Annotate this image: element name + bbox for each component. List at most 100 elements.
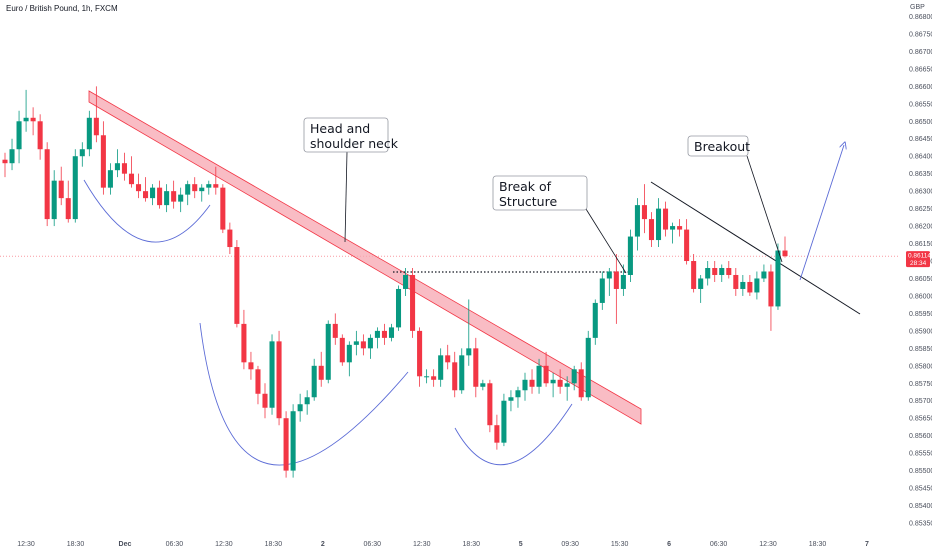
candle-body: [374, 330, 380, 338]
candle-body: [86, 117, 92, 150]
candle: [543, 351, 549, 387]
y-tick-label: 0.85600: [909, 433, 932, 440]
candle: [606, 268, 612, 296]
candle: [473, 337, 479, 398]
candle-body: [199, 187, 205, 192]
candle: [107, 163, 113, 195]
candle-body: [332, 323, 338, 338]
candle: [185, 180, 191, 206]
candle-body: [241, 323, 247, 363]
candle-body: [143, 191, 149, 199]
candle: [121, 152, 127, 181]
candle: [9, 138, 15, 171]
candle: [431, 369, 437, 387]
trendline[interactable]: [650, 181, 861, 315]
candle: [51, 170, 57, 227]
candle: [417, 327, 423, 387]
candle: [23, 89, 29, 132]
y-tick-label: 0.85400: [909, 503, 932, 510]
candle: [374, 327, 380, 349]
candle-body: [304, 397, 310, 405]
candle-body: [171, 191, 177, 202]
candle-body: [30, 117, 36, 122]
candle: [395, 285, 402, 331]
y-tick-label: 0.85650: [909, 416, 932, 423]
candle: [86, 110, 92, 157]
candle: [620, 264, 626, 296]
annotation-breakout[interactable]: Breakout: [687, 135, 783, 263]
x-tick-label: 12:30: [17, 541, 35, 548]
candle-body: [585, 337, 591, 398]
candle: [487, 379, 493, 433]
candle-body: [452, 362, 458, 391]
candle-body: [417, 330, 423, 377]
candle: [367, 334, 373, 359]
candle: [515, 386, 521, 408]
candle: [698, 274, 704, 303]
candle: [775, 243, 781, 310]
candle: [37, 114, 43, 160]
candle-body: [641, 205, 647, 220]
candle-body: [157, 187, 163, 206]
candle-body: [768, 271, 774, 307]
candle-body: [515, 390, 521, 398]
candle: [135, 173, 142, 199]
candle: [705, 261, 711, 286]
x-tick-label: 12:30: [215, 541, 233, 548]
candle: [768, 264, 774, 331]
candle-body: [23, 117, 29, 122]
candle: [346, 341, 352, 377]
candles: [2, 86, 788, 478]
y-tick-label: 0.86450: [909, 136, 932, 143]
candle: [740, 274, 746, 296]
bos-label-line1: Break of: [499, 179, 552, 194]
candle-body: [262, 393, 268, 408]
candle: [318, 351, 324, 387]
candle: [754, 271, 760, 300]
candle-body: [761, 271, 767, 279]
candle-body: [782, 250, 788, 257]
candle-body: [627, 236, 633, 275]
candle: [65, 180, 71, 223]
candle-body: [192, 184, 198, 192]
candle: [403, 268, 409, 296]
candle-body: [276, 341, 282, 419]
candle-body: [543, 365, 549, 384]
right-shoulder-curve[interactable]: [454, 403, 573, 466]
candle: [339, 334, 345, 366]
left-shoulder-curve[interactable]: [83, 179, 211, 243]
candle: [726, 261, 732, 279]
x-tick-label: 5: [519, 541, 523, 548]
annotation-neck[interactable]: Head and shoulder neck: [303, 117, 399, 243]
neck-label-line1: Head and: [310, 121, 370, 136]
candle: [388, 323, 395, 342]
candle: [178, 187, 184, 213]
candle-body: [606, 271, 612, 279]
candle: [655, 198, 662, 248]
head-curve[interactable]: [199, 322, 409, 466]
neck-label-line2: shoulder neck: [310, 136, 399, 151]
neckline-channel[interactable]: [88, 90, 642, 425]
candle-body: [255, 369, 261, 394]
candle-body: [353, 341, 359, 345]
candle-body: [388, 327, 395, 338]
candle-body: [775, 250, 781, 307]
candle-body: [325, 323, 331, 380]
candle: [79, 142, 85, 167]
candle-body: [670, 226, 676, 230]
y-tick-label: 0.86200: [909, 224, 932, 231]
candle: [599, 271, 605, 310]
y-tick-label: 0.85900: [909, 328, 932, 335]
candle: [571, 365, 577, 391]
candle-body: [65, 198, 71, 220]
y-tick-label: 0.85750: [909, 381, 932, 388]
projection-arrow[interactable]: [799, 145, 844, 281]
candle: [199, 184, 205, 202]
annotation-break-of-structure[interactable]: Break of Structure: [492, 175, 627, 274]
candle: [733, 268, 739, 296]
y-tick-label: 0.86350: [909, 171, 932, 178]
candle-body: [480, 383, 486, 387]
candle: [234, 240, 240, 328]
candle: [663, 201, 669, 237]
